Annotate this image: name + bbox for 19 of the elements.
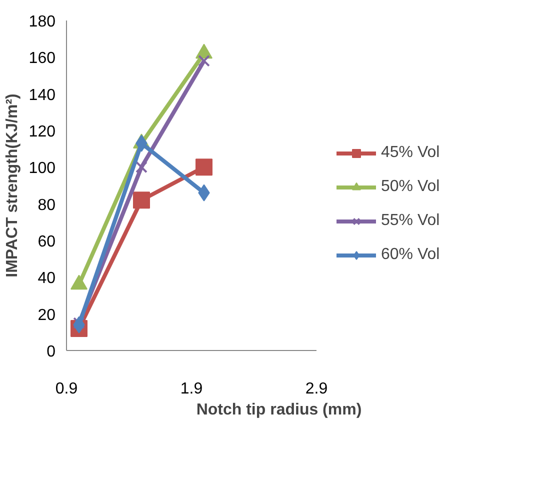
y-tick-label: 100 [28,160,56,178]
x-tick-label: 2.9 [305,380,328,398]
legend-label: 50% Vol [381,178,440,196]
legend-label: 45% Vol [381,144,440,162]
legend-label: 60% Vol [381,246,440,264]
legend-label: 55% Vol [381,212,440,230]
x-axis-title: Notch tip radius (mm) [196,402,362,418]
y-tick-label: 20 [38,306,56,324]
y-tick-label: 60 [38,234,56,250]
y-tick-label: 120 [28,124,56,140]
y-tick-label: 180 [28,14,56,30]
x-tick-label: 1.9 [180,380,203,398]
y-tick-label: 80 [38,196,56,214]
y-tick-label: 40 [38,270,56,288]
y-tick-label: 140 [28,86,56,104]
y-axis-title: IMPACT strength(KJ/m²) [4,94,21,278]
x-tick-label: 0.9 [55,380,78,398]
y-tick-label: 0 [46,344,56,360]
y-tick-label: 160 [28,50,56,68]
